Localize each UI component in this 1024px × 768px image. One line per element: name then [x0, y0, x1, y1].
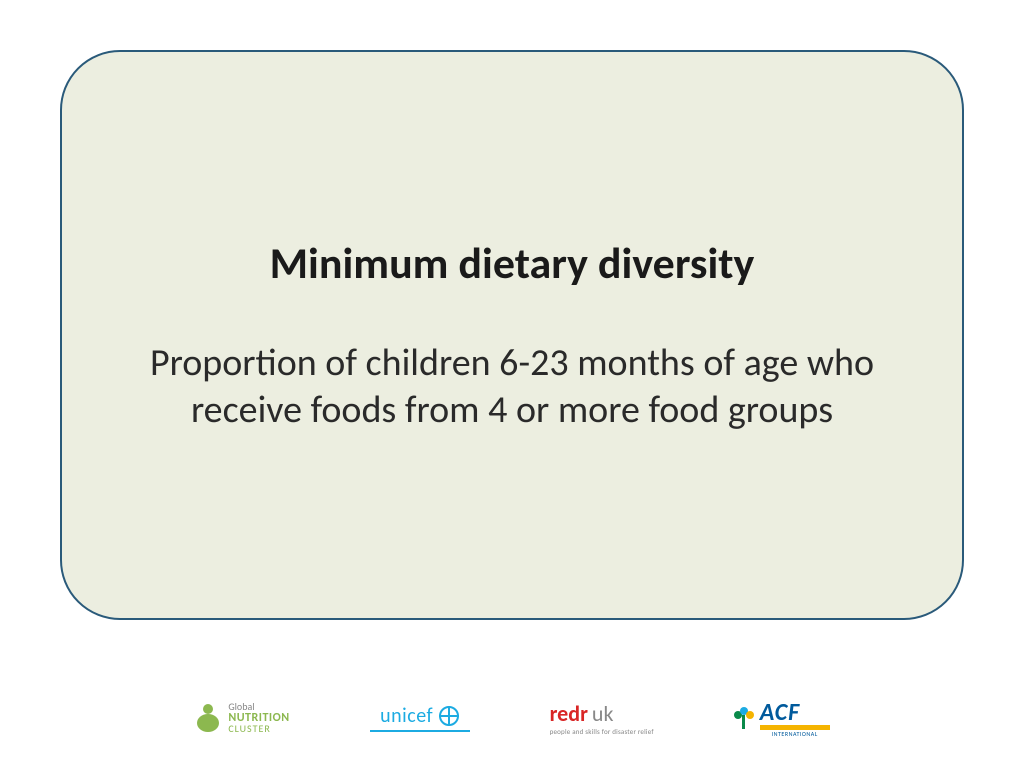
logo-global-nutrition-cluster: Global NUTRITION CLUSTER [194, 702, 289, 734]
logo-footer: Global NUTRITION CLUSTER unicef redruk p… [0, 698, 1024, 738]
unicef-underline [370, 730, 470, 732]
unicef-text: unicef [380, 704, 433, 728]
unicef-globe-icon [439, 706, 459, 726]
acf-plant-icon [734, 707, 754, 729]
gnc-icon [194, 704, 222, 732]
redr-subtitle: people and skills for disaster relief [550, 727, 654, 736]
acf-text: ACF [760, 698, 800, 727]
redr-uk-text: uk [592, 700, 614, 727]
slide-body: Proportion of children 6-23 months of ag… [132, 340, 892, 435]
gnc-line3: CLUSTER [228, 724, 289, 734]
logo-unicef: unicef [370, 704, 470, 732]
logo-redr-uk: redruk people and skills for disaster re… [550, 700, 654, 736]
redr-text: redr [550, 700, 588, 727]
gnc-text: Global NUTRITION CLUSTER [228, 702, 289, 734]
acf-subtitle: INTERNATIONAL [760, 730, 830, 738]
slide-title: Minimum dietary diversity [270, 236, 755, 290]
acf-text-wrap: ACF INTERNATIONAL [760, 698, 830, 738]
content-card: Minimum dietary diversity Proportion of … [60, 50, 964, 620]
logo-acf: ACF INTERNATIONAL [734, 698, 830, 738]
